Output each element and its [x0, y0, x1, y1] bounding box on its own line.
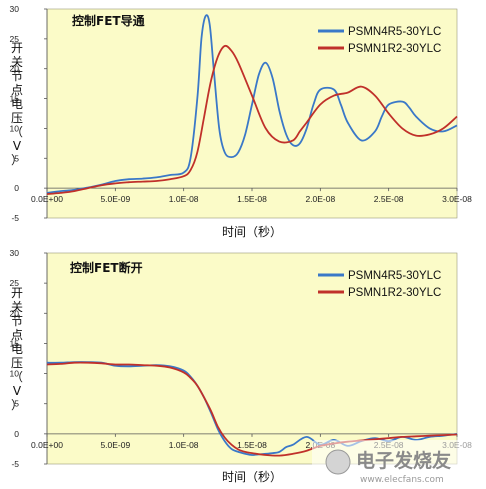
- y-axis-label-char: （: [11, 125, 23, 139]
- y-axis-label-char: V: [13, 139, 22, 153]
- chart-panel-2: -5 0 5 10 15 20 25 30 0.0E+00 5.0E-09 1.0E-08 1.5E-…: [10, 248, 473, 484]
- y-axis-label-char: ）: [11, 153, 23, 167]
- watermark-logo-icon: [325, 449, 351, 475]
- y-tick-label: 30: [10, 248, 20, 258]
- y-axis-label-char: 电: [11, 342, 23, 356]
- plot-area: [46, 8, 458, 219]
- chart-panel-1: -5 0 5 10 15 20 25 30 0.0E+00 5.0E-09 1.0E-08 1.5E-…: [10, 4, 473, 239]
- x-axis-label: 时间（秒）: [222, 225, 282, 239]
- y-axis-label-char: 开: [11, 41, 23, 55]
- legend-label: PSMN4R5-30YLC: [348, 26, 441, 38]
- x-tick-label: 1.0E-08: [169, 194, 199, 204]
- x-tick-label: 5.0E-09: [100, 440, 130, 450]
- legend-label: PSMN1R2-30YLC: [348, 287, 441, 299]
- x-tick-label: 2.0E-08: [305, 194, 335, 204]
- watermark: 电子发烧友 www.elecfans.com: [312, 440, 482, 486]
- y-tick-label: 15: [10, 338, 20, 348]
- x-tick-label: 0.0E+00: [31, 194, 63, 204]
- legend-label: PSMN1R2-30YLC: [348, 43, 441, 55]
- y-axis-label-char: 点: [11, 328, 23, 342]
- y-tick-label: 20: [10, 308, 20, 318]
- y-axis-label-char: 压: [11, 111, 23, 125]
- y-tick-label: 10: [10, 123, 20, 133]
- y-axis-label-char: V: [13, 384, 22, 398]
- plot-area: [46, 252, 458, 465]
- y-tick-label: 15: [10, 94, 20, 104]
- y-axis-label-char: 点: [11, 83, 23, 97]
- y-axis-label-char: 节: [11, 69, 23, 83]
- series-line-PSMN4R5-30YLC: [46, 361, 458, 456]
- y-tick-label: 10: [10, 369, 20, 379]
- y-axis-label: 开关节点电压（ V）: [11, 41, 23, 167]
- x-tick-label: 2.5E-08: [374, 194, 404, 204]
- y-tick-label: 0: [14, 183, 19, 193]
- series-line-PSMN1R2-30YLC: [46, 361, 458, 457]
- y-axis-label-char: 开: [11, 286, 23, 300]
- y-tick-label: -5: [11, 213, 19, 223]
- y-tick-label: 25: [10, 34, 20, 44]
- y-axis-label-char: 关: [11, 300, 23, 314]
- y-axis-label-char: 压: [11, 356, 23, 370]
- y-axis-label-char: ）: [11, 398, 23, 412]
- y-tick-label: 0: [14, 429, 19, 439]
- x-tick-label: 0.0E+00: [31, 440, 63, 450]
- watermark-text: 电子发烧友: [356, 449, 451, 472]
- x-tick-label: 1.0E-08: [169, 440, 199, 450]
- watermark-backdrop: [312, 440, 482, 486]
- y-tick-label: 20: [10, 64, 20, 74]
- x-axis-label: 时间（秒）: [222, 470, 282, 484]
- y-axis-label-char: 节: [11, 314, 23, 328]
- y-tick-label: 5: [14, 399, 19, 409]
- chart-title: 控制FET导通: [72, 13, 145, 28]
- y-tick-label: 5: [14, 153, 19, 163]
- y-tick-label: 25: [10, 278, 20, 288]
- legend-label: PSMN4R5-30YLC: [348, 270, 441, 282]
- watermark-url: www.elecfans.com: [360, 475, 444, 485]
- series-line-PSMN1R2-30YLC: [46, 44, 458, 195]
- chart-title: 控制FET断开: [70, 260, 143, 275]
- y-axis-label-char: 关: [11, 55, 23, 69]
- x-tick-label: 1.5E-08: [237, 440, 267, 450]
- y-axis-label: 开关节点电压（ V）: [11, 286, 23, 412]
- y-tick-label: 30: [10, 4, 20, 14]
- x-tick-label: 5.0E-09: [100, 194, 130, 204]
- x-tick-label: 1.5E-08: [237, 194, 267, 204]
- y-axis-label-char: 电: [11, 97, 23, 111]
- y-axis-label-char: （: [11, 370, 23, 384]
- x-tick-label: 3.0E-08: [442, 194, 472, 204]
- series-line-PSMN4R5-30YLC: [46, 14, 458, 194]
- y-tick-label: -5: [11, 459, 19, 469]
